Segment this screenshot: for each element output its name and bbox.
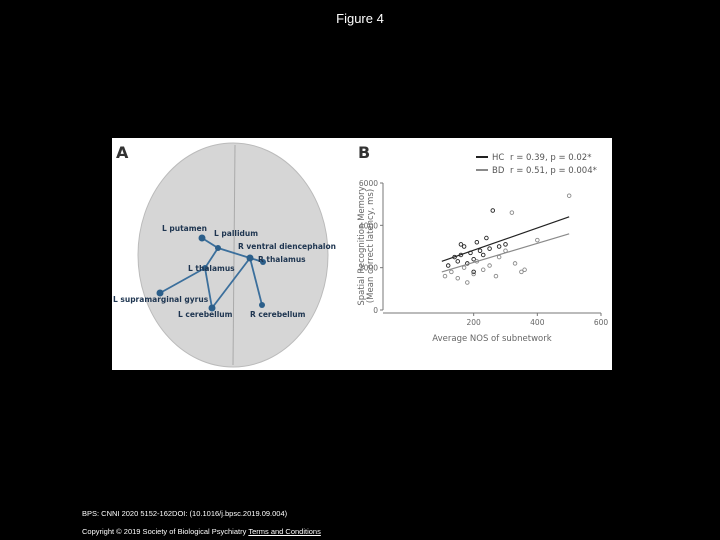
- region-label: R cerebellum: [250, 310, 306, 319]
- region-label: L thalamus: [188, 264, 235, 273]
- point: [477, 248, 483, 253]
- point: [449, 269, 454, 275]
- region-label: R ventral diencephalon: [238, 242, 336, 251]
- point: [445, 263, 451, 268]
- edge: [211, 257, 251, 309]
- region-label: L pallidum: [214, 229, 258, 238]
- y-tick-label: 0: [373, 306, 378, 315]
- point: [519, 269, 524, 275]
- midline: [232, 144, 236, 366]
- copyright-line: Copyright © 2019 Society of Biological P…: [82, 527, 321, 536]
- edge: [201, 237, 264, 263]
- x-axis-label: Average NOS of subnetwork: [432, 334, 551, 344]
- point: [484, 235, 489, 241]
- point: [455, 259, 461, 264]
- y-tick-label: 2000: [359, 264, 378, 273]
- point: [458, 242, 464, 247]
- point: [522, 267, 527, 273]
- point: [503, 242, 508, 247]
- region-label: L supramarginal gyrus: [113, 295, 209, 304]
- region-labels: L putamen L pallidum R ventral diencephalo…: [113, 224, 336, 319]
- brain: [137, 142, 329, 368]
- node: [215, 245, 221, 251]
- y-tick-label: 4000: [359, 221, 378, 230]
- point: [509, 210, 515, 215]
- point: [471, 269, 476, 275]
- legend-stats: r = 0.39, p = 0.02*: [510, 153, 591, 163]
- point: [442, 273, 448, 279]
- node: [198, 234, 206, 242]
- nodes: [156, 234, 266, 312]
- point: [471, 271, 476, 277]
- panel-letter: A: [116, 143, 129, 162]
- point: [493, 273, 499, 279]
- node: [208, 304, 216, 312]
- brain-outline: [137, 142, 329, 368]
- fit-line: [441, 216, 570, 262]
- x-tick-label: 600: [594, 318, 609, 327]
- point: [465, 280, 470, 285]
- x-tick-label: 400: [530, 318, 545, 327]
- point: [474, 240, 480, 245]
- legend-label: BD: [492, 166, 505, 176]
- x-tick-label: 200: [467, 318, 482, 327]
- point: [487, 246, 492, 251]
- node: [259, 302, 265, 308]
- node: [202, 265, 208, 271]
- legend-stats: r = 0.51, p = 0.004*: [510, 166, 597, 176]
- point: [566, 193, 572, 198]
- node: [156, 289, 164, 297]
- slide-title: Figure 4: [336, 11, 384, 26]
- edge: [204, 267, 213, 309]
- copyright: Copyright © 2019 Society of Biological P…: [82, 527, 247, 536]
- point: [455, 276, 461, 281]
- panel-letter: B: [358, 143, 370, 162]
- point: [490, 208, 496, 213]
- point: [471, 256, 476, 262]
- node: [246, 254, 254, 262]
- point: [461, 265, 467, 270]
- fit-line: [441, 233, 570, 273]
- y-axis-label: (Mean correct latency, ms): [366, 189, 376, 303]
- point: [496, 244, 502, 249]
- citation: BPS: CNNI 2020 5152-162DOI: (10.1016/j.b…: [82, 509, 288, 518]
- point: [480, 267, 486, 273]
- region-label: L cerebellum: [178, 310, 233, 319]
- point: [535, 237, 540, 243]
- region-label: R thalamus: [258, 255, 306, 264]
- y-axis-label: Spatial Recognition Memory: [357, 186, 367, 305]
- region-label: L putamen: [162, 224, 207, 233]
- point: [487, 263, 492, 268]
- point: [480, 252, 486, 258]
- point: [461, 244, 467, 249]
- y-tick-label: 6000: [359, 179, 378, 188]
- legend-label: HC: [492, 153, 504, 163]
- terms-link[interactable]: Terms and Conditions: [248, 527, 321, 536]
- edge: [249, 257, 263, 306]
- node: [260, 259, 266, 265]
- point: [512, 261, 518, 266]
